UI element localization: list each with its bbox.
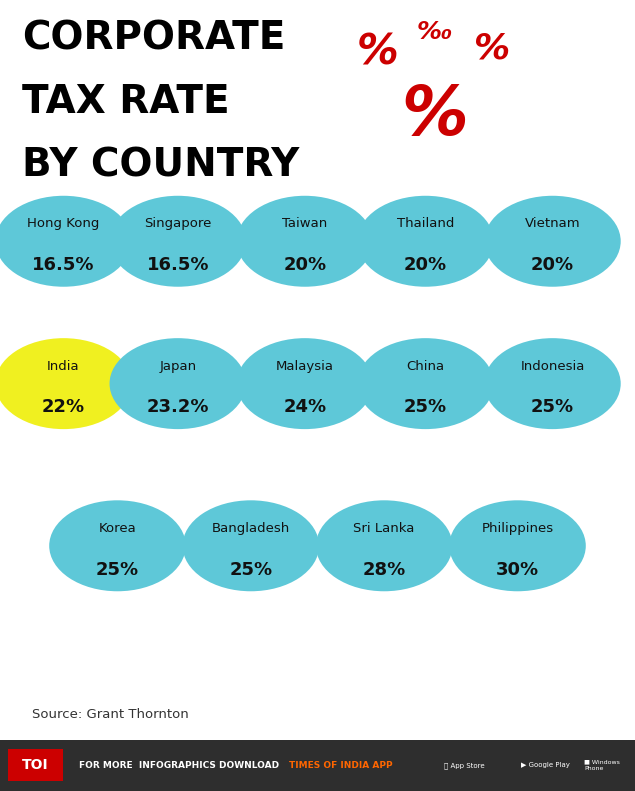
Text: %₀: %₀ xyxy=(417,20,453,44)
Text: 25%: 25% xyxy=(229,561,272,578)
Ellipse shape xyxy=(237,338,373,429)
Text: ⭐ App Store: ⭐ App Store xyxy=(444,762,485,769)
Text: Bangladesh: Bangladesh xyxy=(211,522,290,535)
Text: FOR MORE  INFOGRAPHICS DOWNLOAD: FOR MORE INFOGRAPHICS DOWNLOAD xyxy=(79,761,279,770)
Text: Thailand: Thailand xyxy=(397,218,454,230)
Text: 25%: 25% xyxy=(531,399,574,416)
Ellipse shape xyxy=(358,338,494,429)
Text: Philippines: Philippines xyxy=(481,522,554,535)
Text: 23.2%: 23.2% xyxy=(147,399,209,416)
Ellipse shape xyxy=(49,500,186,591)
Text: 25%: 25% xyxy=(96,561,139,578)
Text: TAX RATE: TAX RATE xyxy=(22,83,230,121)
Text: 16.5%: 16.5% xyxy=(147,256,209,274)
Text: %: % xyxy=(474,32,511,66)
Ellipse shape xyxy=(110,338,246,429)
Text: Vietnam: Vietnam xyxy=(525,218,580,230)
Text: 20%: 20% xyxy=(283,256,326,274)
Text: %: % xyxy=(357,32,399,74)
Text: CORPORATE: CORPORATE xyxy=(22,20,286,58)
Text: TIMES OF INDIA APP: TIMES OF INDIA APP xyxy=(289,761,392,770)
Text: Taiwan: Taiwan xyxy=(282,218,328,230)
Text: TOI: TOI xyxy=(22,759,49,772)
Text: Singapore: Singapore xyxy=(144,218,211,230)
Text: Source: Grant Thornton: Source: Grant Thornton xyxy=(32,709,189,721)
Ellipse shape xyxy=(450,500,585,591)
Bar xyxy=(0,740,635,791)
Text: China: China xyxy=(406,360,444,373)
Ellipse shape xyxy=(0,338,132,429)
Text: %: % xyxy=(401,83,469,149)
Ellipse shape xyxy=(110,195,246,286)
Text: 30%: 30% xyxy=(496,561,539,578)
Ellipse shape xyxy=(183,500,319,591)
Text: BY COUNTRY: BY COUNTRY xyxy=(22,146,300,184)
Text: Hong Kong: Hong Kong xyxy=(27,218,100,230)
Text: ■ Windows
Phone: ■ Windows Phone xyxy=(584,760,620,770)
Text: ▶ Google Play: ▶ Google Play xyxy=(521,763,570,768)
Ellipse shape xyxy=(0,195,132,286)
Ellipse shape xyxy=(485,338,621,429)
Text: Indonesia: Indonesia xyxy=(520,360,585,373)
Text: 28%: 28% xyxy=(363,561,406,578)
Bar xyxy=(8,750,64,782)
Ellipse shape xyxy=(316,500,452,591)
Text: 16.5%: 16.5% xyxy=(32,256,95,274)
Text: Korea: Korea xyxy=(98,522,137,535)
Ellipse shape xyxy=(237,195,373,286)
Text: India: India xyxy=(47,360,80,373)
Text: Malaysia: Malaysia xyxy=(276,360,334,373)
Text: 24%: 24% xyxy=(283,399,326,416)
Text: Sri Lanka: Sri Lanka xyxy=(354,522,415,535)
Text: 20%: 20% xyxy=(531,256,574,274)
Text: Japan: Japan xyxy=(159,360,196,373)
Text: 25%: 25% xyxy=(404,399,447,416)
Ellipse shape xyxy=(485,195,621,286)
Text: 20%: 20% xyxy=(404,256,447,274)
Ellipse shape xyxy=(358,195,494,286)
Text: 22%: 22% xyxy=(42,399,85,416)
